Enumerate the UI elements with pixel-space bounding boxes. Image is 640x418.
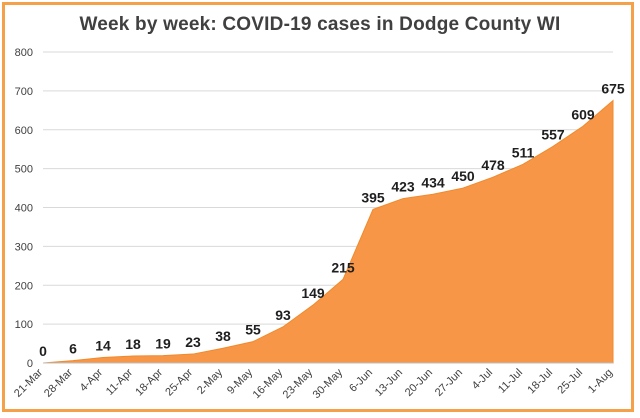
data-label: 215 [331, 259, 355, 275]
data-label: 14 [95, 338, 111, 354]
case-area [42, 99, 614, 364]
x-tick-label: 18-Jul [525, 367, 555, 397]
data-label: 19 [155, 336, 171, 352]
data-label: 423 [391, 179, 415, 195]
y-tick-label: 100 [15, 319, 33, 331]
y-tick-label: 800 [15, 47, 33, 59]
data-label: 557 [541, 126, 565, 142]
data-label: 450 [451, 168, 475, 184]
x-tick-label: 25-Jul [555, 367, 585, 397]
y-tick-label: 0 [27, 358, 33, 370]
x-tick-label: 11-Jul [496, 367, 525, 396]
x-tick-label: 16-May [251, 366, 286, 401]
data-label: 511 [512, 144, 535, 160]
data-label: 23 [185, 334, 201, 350]
y-tick-label: 400 [15, 203, 33, 215]
x-tick-label: 18-Apr [133, 366, 165, 398]
data-label: 609 [571, 106, 595, 122]
x-tick-label: 13-Jun [373, 367, 405, 399]
data-label: 18 [125, 336, 141, 352]
y-tick-label: 600 [15, 125, 33, 137]
data-label: 434 [421, 174, 445, 190]
chart-title: Week by week: COVID-19 cases in Dodge Co… [79, 14, 561, 35]
y-tick-label: 200 [15, 280, 33, 292]
y-tick-label: 300 [15, 241, 33, 253]
data-label: 149 [301, 285, 325, 301]
x-tick-label: 4-Apr [78, 366, 106, 394]
x-tick-label: 21-Mar [12, 366, 45, 399]
data-label: 395 [361, 189, 385, 205]
x-tick-label: 6-Jun [347, 367, 375, 395]
x-tick-label: 4-Jul [470, 367, 495, 392]
x-tick-label: 1-Aug [586, 367, 615, 396]
data-label: 675 [601, 81, 625, 97]
data-label: 0 [39, 343, 47, 359]
x-tick-label: 28-Mar [42, 366, 75, 399]
data-label: 55 [245, 322, 261, 338]
data-label: 93 [275, 307, 291, 323]
data-label: 6 [69, 341, 77, 357]
x-tick-label: 30-May [311, 366, 346, 401]
data-labels: 0 6 14 18 19 23 38 55 93 149 215 395 423 434 450 478 511… [39, 81, 625, 359]
x-tick-label: 11-Apr [104, 366, 135, 397]
x-tick-label: 27-Jun [433, 367, 465, 399]
series-area [42, 99, 614, 364]
x-tick-label: 2-May [195, 366, 225, 396]
data-label: 38 [215, 328, 231, 344]
y-axis: 0 100 200 300 400 500 600 700 800 [15, 47, 33, 370]
x-tick-label: 23-May [281, 366, 316, 401]
data-label: 478 [481, 157, 505, 173]
x-tick-label: 25-Apr [163, 366, 195, 398]
x-tick-label: 20-Jun [403, 367, 435, 399]
y-tick-label: 500 [15, 164, 33, 176]
y-tick-label: 700 [15, 86, 33, 98]
